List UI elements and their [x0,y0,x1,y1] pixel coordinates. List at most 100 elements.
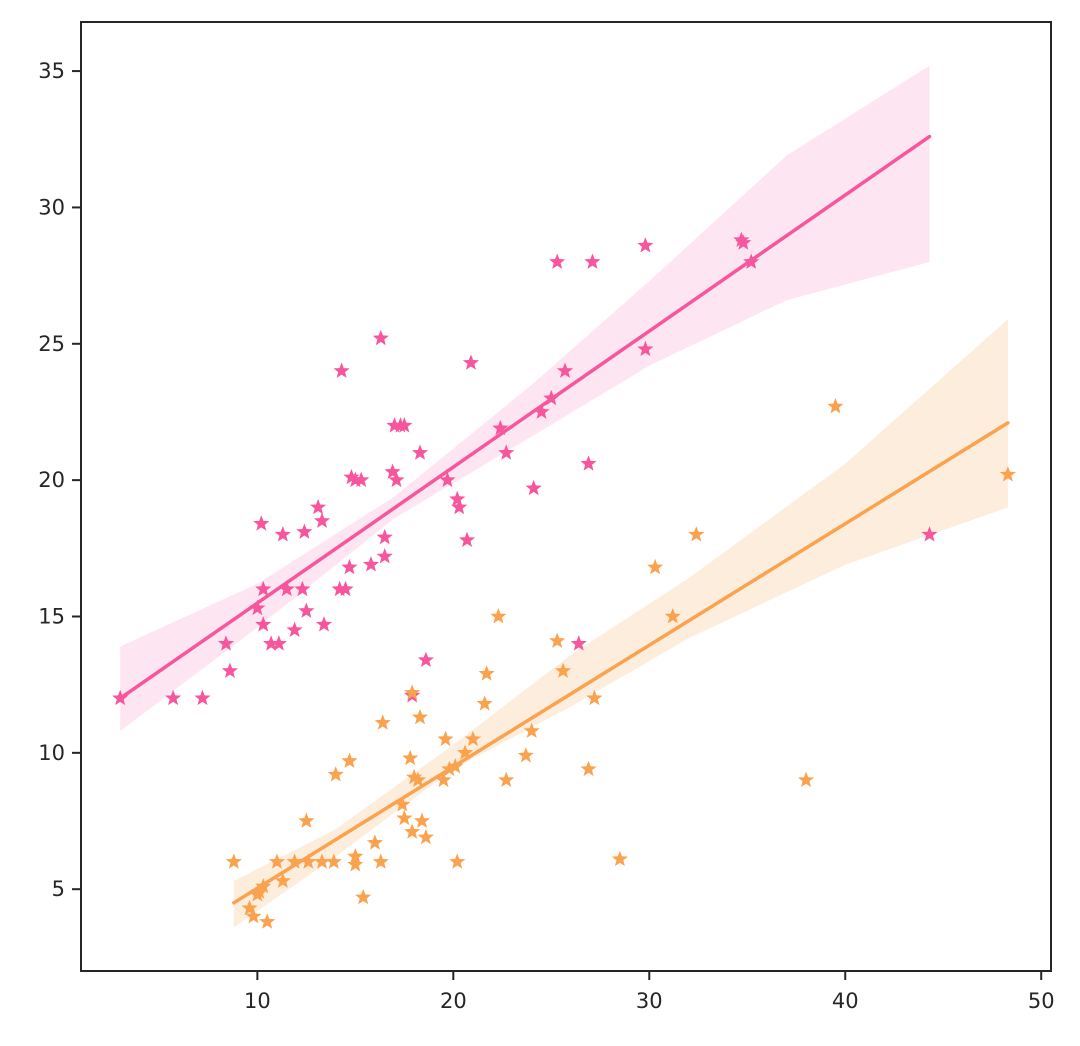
data-point-1-24 [402,749,419,766]
data-point-0-26 [353,471,370,488]
data-point-0-21 [333,362,350,378]
data-point-0-18 [313,512,331,528]
data-point-0-45 [498,444,515,460]
data-point-1-11 [300,853,317,869]
data-point-1-23 [396,809,413,826]
data-point-0-28 [372,329,389,346]
regression-lines [118,134,1010,905]
data-point-0-33 [388,471,405,488]
data-point-1-37 [457,744,474,760]
data-point-0-57 [735,234,752,250]
data-point-1-14 [327,766,344,782]
confidence-band-0 [120,65,930,732]
data-point-1-2 [245,907,262,924]
data-point-1-36 [449,853,466,869]
data-point-0-31 [384,463,401,479]
data-point-1-31 [417,828,434,845]
confidence-bands [120,65,1008,928]
data-point-0-51 [570,635,587,651]
data-point-0-10 [270,635,287,651]
data-point-1-49 [611,850,628,867]
data-point-0-3 [217,635,235,651]
data-point-0-53 [584,253,601,269]
y-axis: 5 10 15 20 25 30 35 [38,59,81,901]
x-tick-label-30: 30 [636,989,663,1013]
data-point-0-27 [362,556,380,572]
data-point-1-44 [523,722,540,738]
data-point-0-49 [549,253,566,269]
data-point-0-50 [556,362,574,378]
y-tick-label-5: 5 [52,877,65,901]
data-point-1-52 [688,526,705,542]
data-point-1-16 [347,847,364,864]
data-point-1-33 [437,730,454,747]
data-point-0-14 [294,580,311,597]
data-point-0-20 [331,580,348,597]
data-point-0-13 [286,621,303,637]
data-point-1-13 [325,853,342,869]
data-point-1-22 [394,796,411,812]
data-point-1-27 [406,768,423,785]
data-point-1-54 [827,398,844,414]
y-tick-label-10: 10 [38,741,65,765]
plot-frame [80,21,1052,972]
data-point-1-32 [435,771,452,787]
data-point-1-30 [413,812,431,828]
data-point-1-48 [586,689,603,706]
data-point-0-40 [449,490,466,507]
data-point-0-9 [263,635,280,651]
x-axis: 10 20 30 40 50 [244,971,1055,1013]
data-point-1-1 [241,899,258,916]
data-point-1-25 [404,684,421,700]
data-point-0-52 [580,455,597,471]
data-point-1-28 [409,771,427,787]
regression-line-0 [118,134,932,701]
data-point-1-29 [411,708,429,725]
data-point-0-19 [315,616,333,632]
data-point-0-42 [458,531,476,548]
data-point-0-58 [743,253,760,269]
data-point-1-46 [554,662,572,678]
data-point-1-47 [580,760,597,777]
data-point-1-41 [490,607,507,624]
data-point-0-4 [221,662,239,678]
data-point-1-26 [404,823,421,839]
data-point-0-16 [298,602,315,618]
y-tick-label-20: 20 [38,468,65,492]
data-point-0-2 [194,689,211,706]
data-point-1-40 [478,665,495,681]
data-point-0-7 [255,580,272,597]
y-tick-label-15: 15 [38,604,65,628]
data-point-1-42 [498,771,515,787]
data-point-0-38 [417,651,434,667]
data-point-0-22 [337,580,354,597]
data-point-1-15 [341,752,358,768]
data-point-0-56 [733,231,750,248]
data-point-1-21 [374,714,391,730]
data-point-0-25 [347,471,364,488]
y-tick-label-35: 35 [38,59,65,83]
data-point-0-11 [274,526,291,542]
data-point-1-34 [441,760,458,777]
data-point-0-29 [376,528,393,545]
data-point-0-32 [386,417,403,433]
data-point-0-47 [533,403,550,419]
data-point-0-23 [341,558,358,575]
data-point-1-9 [286,853,303,869]
data-point-0-15 [296,523,313,539]
y-tick-label-30: 30 [38,195,65,219]
x-tick-label-50: 50 [1028,989,1055,1013]
data-point-0-6 [253,515,270,531]
data-point-1-45 [549,632,566,648]
data-point-0-17 [310,498,327,515]
data-point-0-35 [396,417,413,433]
data-point-0-59 [921,526,938,542]
data-point-1-8 [274,872,291,888]
data-point-0-48 [543,389,560,406]
data-point-1-55 [999,466,1016,482]
data-point-0-41 [451,498,468,515]
data-point-0-44 [492,419,509,436]
data-point-1-19 [366,834,384,850]
data-point-0-46 [525,479,542,496]
data-point-1-17 [347,856,364,872]
